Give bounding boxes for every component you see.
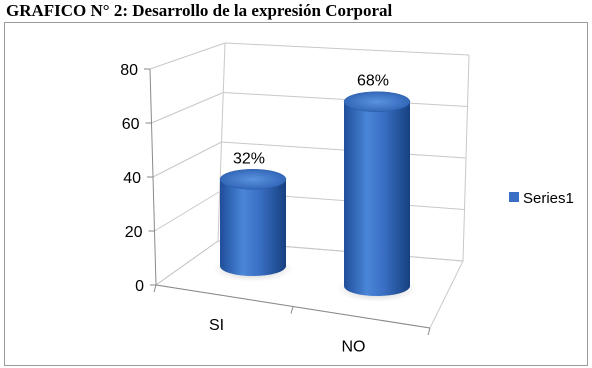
y-tick-label: 20 <box>125 224 143 241</box>
data-label-si: 32% <box>233 150 265 167</box>
gridline-side <box>154 191 221 232</box>
chart-floor <box>154 240 464 329</box>
x-tick-label: NO <box>342 338 366 355</box>
gridline-side <box>151 92 224 124</box>
x-tick-mark <box>427 327 431 336</box>
x-tick-mark <box>290 306 294 314</box>
bar-top[interactable] <box>219 169 287 190</box>
legend-label: Series1 <box>523 190 574 207</box>
chart-frame: 0 20 40 60 80 SI NO 32% 68% Series1 <box>4 22 588 366</box>
bar-body[interactable] <box>344 101 410 296</box>
x-tick-mark <box>153 284 157 293</box>
page-title: GRAFICO N° 2: Desarrollo de la expresión… <box>6 1 393 20</box>
bar-si[interactable] <box>212 169 294 282</box>
bar-no[interactable] <box>336 91 418 302</box>
bar-top[interactable] <box>343 91 411 112</box>
wall-edge <box>217 42 226 242</box>
bar-body[interactable] <box>220 179 286 276</box>
cylinder-bar-chart: 0 20 40 60 80 SI NO 32% 68% Series1 <box>120 42 574 355</box>
y-tick-label: 40 <box>123 170 141 187</box>
data-label-no: 68% <box>357 73 389 90</box>
gridline-back <box>221 141 467 159</box>
gridline-side <box>152 141 222 178</box>
x-tick-label: SI <box>209 317 224 334</box>
wall-edge <box>462 54 470 262</box>
legend-swatch <box>509 192 519 202</box>
y-tick-label: 0 <box>135 278 144 295</box>
gridline-back <box>224 42 470 56</box>
y-tick-label: 60 <box>122 116 140 133</box>
y-tick-label: 80 <box>120 62 138 79</box>
gridline-side <box>149 42 226 70</box>
